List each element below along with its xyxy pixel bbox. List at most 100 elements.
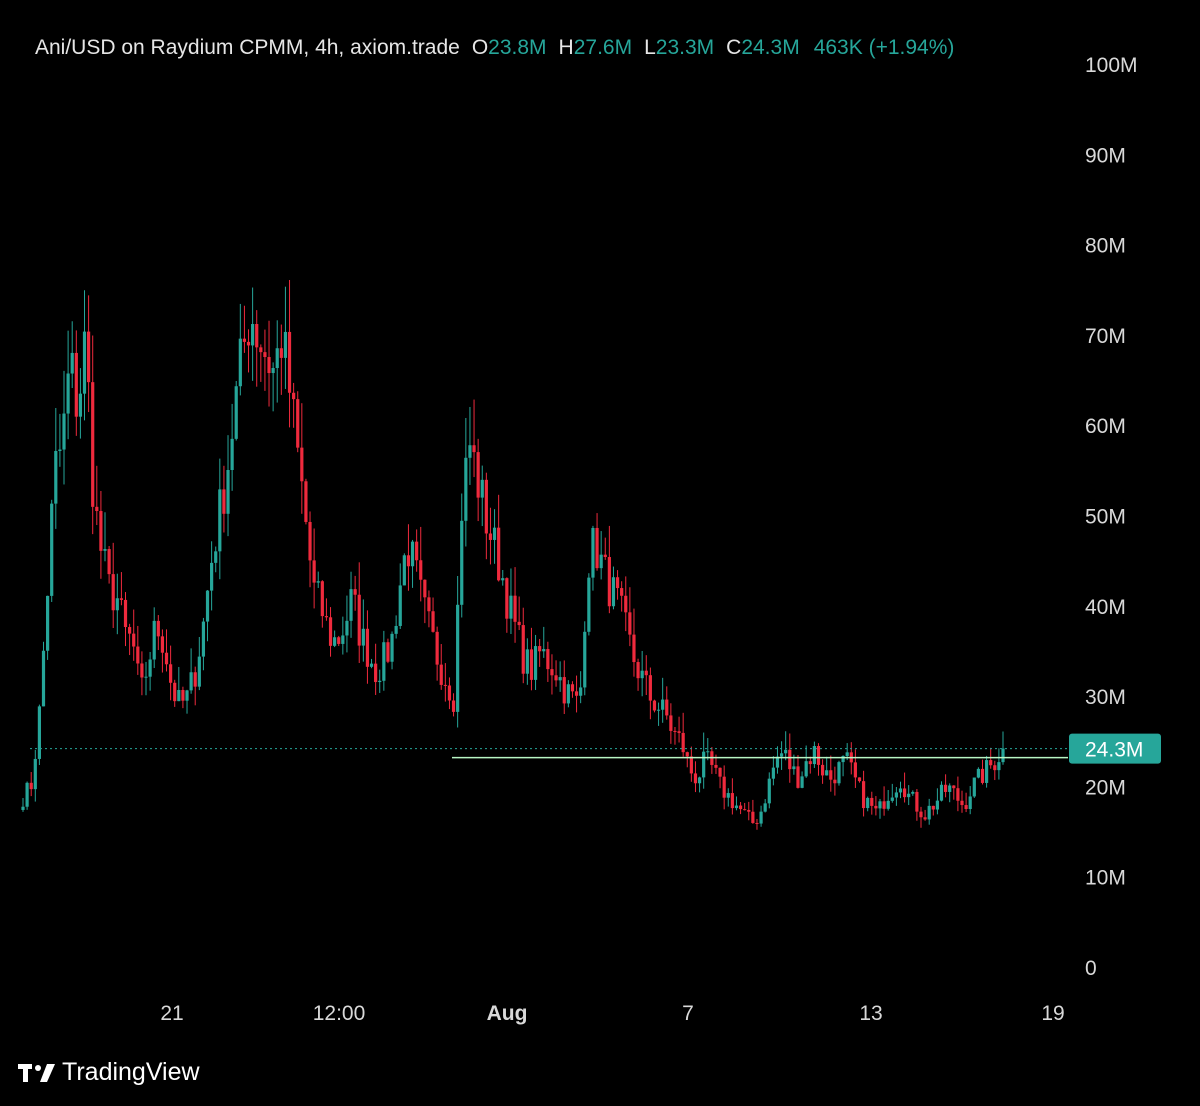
- candle-body: [935, 800, 939, 810]
- candle-body: [50, 503, 54, 596]
- candle-body: [115, 598, 119, 611]
- candle-body: [386, 642, 390, 662]
- candle-body: [599, 554, 603, 569]
- candle-body: [738, 805, 743, 810]
- candle-body: [853, 762, 857, 778]
- chart-legend: Ani/USD on Raydium CPMM, 4h, axiom.trade…: [35, 36, 954, 60]
- candle-body: [78, 393, 83, 417]
- candle-body: [316, 581, 320, 583]
- candle-body: [796, 766, 800, 788]
- candle-body: [324, 616, 329, 618]
- candle-body: [119, 598, 124, 600]
- candle-body: [234, 386, 238, 439]
- candle-body: [103, 549, 107, 551]
- candle-body: [95, 506, 99, 512]
- candle-body: [197, 656, 201, 687]
- candle-body: [1001, 748, 1005, 763]
- x-tick-label: 12:00: [313, 1002, 366, 1025]
- candle-body: [177, 690, 181, 702]
- candle-body: [132, 633, 136, 647]
- candle-body: [242, 338, 247, 342]
- candle-body: [87, 331, 91, 383]
- candle-body: [923, 817, 927, 820]
- x-tick-label: 7: [682, 1002, 694, 1025]
- open-label: O: [471, 36, 489, 59]
- candle-body: [702, 751, 706, 778]
- candle-body: [804, 761, 808, 777]
- candle-body: [37, 706, 42, 759]
- candle-body: [484, 479, 488, 534]
- candle-body: [747, 809, 751, 812]
- candle-body: [369, 663, 374, 667]
- candle-body: [189, 672, 193, 691]
- tradingview-logo[interactable]: TradingView: [18, 1058, 200, 1087]
- candle-body: [997, 762, 1001, 771]
- candle-body: [136, 646, 140, 664]
- candle-body: [423, 579, 427, 598]
- candle-body: [927, 805, 931, 820]
- candle-body: [99, 511, 103, 551]
- candle-body: [398, 585, 402, 626]
- close-label: C: [726, 36, 742, 59]
- candle-body: [492, 527, 497, 540]
- y-tick-label: 100M: [1085, 54, 1138, 77]
- candle-body: [41, 650, 46, 707]
- candle-body: [874, 805, 878, 809]
- candle-body: [890, 797, 894, 801]
- candle-body: [538, 646, 542, 652]
- high-label: H: [558, 36, 574, 59]
- candle-body: [574, 691, 579, 696]
- candle-body: [550, 669, 554, 676]
- candle-body: [792, 766, 796, 770]
- candle-body: [878, 801, 882, 809]
- candle-body: [345, 620, 349, 636]
- candle-body: [759, 811, 763, 824]
- candle-body: [259, 347, 263, 353]
- candle-body: [784, 749, 788, 754]
- candle-body: [185, 690, 189, 701]
- candle-body: [255, 324, 259, 348]
- candle-body: [365, 628, 370, 667]
- candle-body: [681, 732, 685, 753]
- candle-body: [644, 670, 648, 676]
- x-tick-label: 19: [1041, 1002, 1064, 1025]
- candle-body: [820, 764, 825, 776]
- candle-body: [894, 792, 898, 798]
- candle-body: [505, 578, 509, 619]
- candle-body: [845, 752, 849, 756]
- candle-body: [431, 611, 435, 632]
- candle-body: [271, 368, 275, 374]
- candle-body: [816, 746, 821, 765]
- candle-body: [513, 595, 517, 622]
- candle-body: [632, 634, 636, 663]
- candle-body: [169, 664, 173, 683]
- candle-body: [181, 690, 185, 701]
- y-tick-label: 0: [1085, 957, 1097, 980]
- y-tick-label: 60M: [1085, 415, 1126, 438]
- candle-body: [214, 551, 218, 563]
- candle-body: [451, 700, 456, 712]
- candle-body: [374, 663, 378, 683]
- candle-body: [952, 785, 956, 789]
- candle-body: [128, 627, 132, 634]
- candle-body: [583, 631, 587, 688]
- candle-body: [931, 805, 935, 810]
- x-tick-label: Aug: [487, 1002, 528, 1025]
- candle-body: [743, 809, 747, 811]
- candle-body: [972, 777, 976, 797]
- candle-body: [46, 595, 50, 651]
- candle-body: [989, 760, 993, 766]
- last-price-tag: 24.3M: [1069, 733, 1161, 764]
- candle-body: [558, 677, 562, 681]
- candle-body: [460, 520, 464, 605]
- candle-body: [62, 413, 66, 450]
- candle-body: [661, 699, 665, 710]
- candle-body: [968, 796, 972, 810]
- candle-body: [800, 776, 804, 788]
- candle-body: [861, 781, 866, 809]
- candle-body: [529, 649, 534, 680]
- candle-body: [435, 631, 439, 665]
- candle-body: [779, 753, 784, 757]
- candle-body: [21, 806, 25, 810]
